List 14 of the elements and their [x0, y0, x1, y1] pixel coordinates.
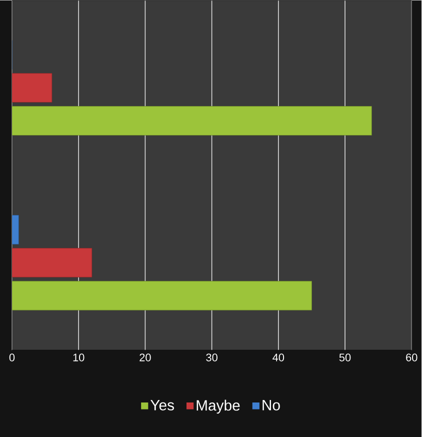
- legend-label: Yes: [150, 400, 174, 410]
- x-tick-label: 0: [10, 354, 15, 362]
- bar: [12, 106, 372, 136]
- bar: [12, 248, 92, 278]
- x-tick-label: 30: [206, 354, 218, 362]
- x-tick-label: 50: [340, 354, 351, 362]
- bar: [12, 280, 312, 310]
- legend-label: No: [262, 400, 280, 410]
- x-tick-label: 40: [272, 354, 284, 362]
- x-tick-label: 60: [406, 354, 418, 362]
- legend-label: Maybe: [196, 400, 240, 414]
- x-tick-label: 20: [140, 354, 152, 362]
- bar: [12, 73, 52, 103]
- x-tick-label: 10: [74, 354, 84, 362]
